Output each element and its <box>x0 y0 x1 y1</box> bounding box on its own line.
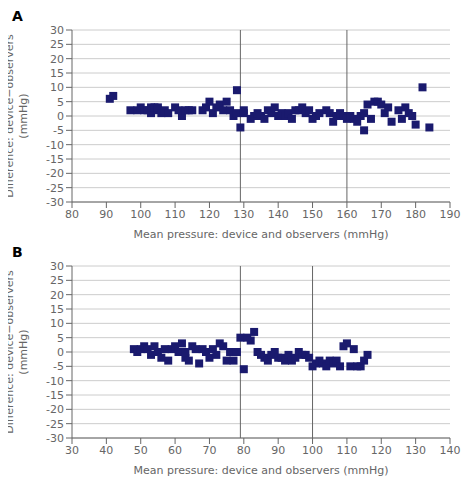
svg-text:-20: -20 <box>46 167 64 180</box>
svg-text:-5: -5 <box>53 360 64 373</box>
svg-text:-15: -15 <box>46 153 64 166</box>
svg-text:180: 180 <box>405 208 426 221</box>
svg-text:Difference: device−observers(m: Difference: device−observers(mmHg) <box>8 34 30 198</box>
svg-text:30: 30 <box>50 260 64 273</box>
svg-text:110: 110 <box>165 208 186 221</box>
svg-text:10: 10 <box>50 81 64 94</box>
svg-text:120: 120 <box>371 444 392 457</box>
svg-text:100: 100 <box>130 208 151 221</box>
svg-text:-25: -25 <box>46 182 64 195</box>
svg-text:160: 160 <box>336 208 357 221</box>
html-text:A: A <box>12 8 23 24</box>
svg-text:Mean pressure: device and obse: Mean pressure: device and observers (mmH… <box>133 464 388 477</box>
svg-text:-30: -30 <box>46 432 64 445</box>
svg-text:30: 30 <box>50 24 64 37</box>
svg-text:15: 15 <box>50 303 64 316</box>
svg-text:20: 20 <box>50 289 64 302</box>
svg-text:-5: -5 <box>53 124 64 137</box>
svg-text:-10: -10 <box>46 375 64 388</box>
svg-text:140: 140 <box>440 444 461 457</box>
svg-text:120: 120 <box>199 208 220 221</box>
svg-text:170: 170 <box>371 208 392 221</box>
svg-text:Difference: device−observers(m: Difference: device−observers(mmHg) <box>8 270 30 434</box>
svg-text:40: 40 <box>99 444 113 457</box>
svg-text:15: 15 <box>50 67 64 80</box>
svg-text:30: 30 <box>65 444 79 457</box>
svg-text:0: 0 <box>57 110 64 123</box>
svg-text:90: 90 <box>99 208 113 221</box>
svg-text:110: 110 <box>336 444 357 457</box>
svg-text:0: 0 <box>57 346 64 359</box>
svg-text:150: 150 <box>302 208 323 221</box>
svg-text:-10: -10 <box>46 139 64 152</box>
svg-text:90: 90 <box>271 444 285 457</box>
svg-text:-15: -15 <box>46 389 64 402</box>
svg-text:-30: -30 <box>46 196 64 209</box>
svg-text:5: 5 <box>57 332 64 345</box>
svg-text:10: 10 <box>50 317 64 330</box>
svg-text:140: 140 <box>268 208 289 221</box>
svg-text:20: 20 <box>50 53 64 66</box>
svg-text:Mean pressure: device and obse: Mean pressure: device and observers (mmH… <box>133 228 388 241</box>
svg-text:190: 190 <box>440 208 461 221</box>
svg-text:50: 50 <box>134 444 148 457</box>
svg-text:-20: -20 <box>46 403 64 416</box>
svg-text:70: 70 <box>202 444 216 457</box>
svg-text:100: 100 <box>302 444 323 457</box>
svg-text:130: 130 <box>233 208 254 221</box>
svg-text:80: 80 <box>237 444 251 457</box>
svg-text:60: 60 <box>168 444 182 457</box>
svg-text:130: 130 <box>405 444 426 457</box>
svg-text:80: 80 <box>65 208 79 221</box>
svg-text:5: 5 <box>57 96 64 109</box>
svg-text:25: 25 <box>50 38 64 51</box>
html-text:B: B <box>12 244 23 260</box>
svg-text:25: 25 <box>50 274 64 287</box>
svg-text:-25: -25 <box>46 418 64 431</box>
